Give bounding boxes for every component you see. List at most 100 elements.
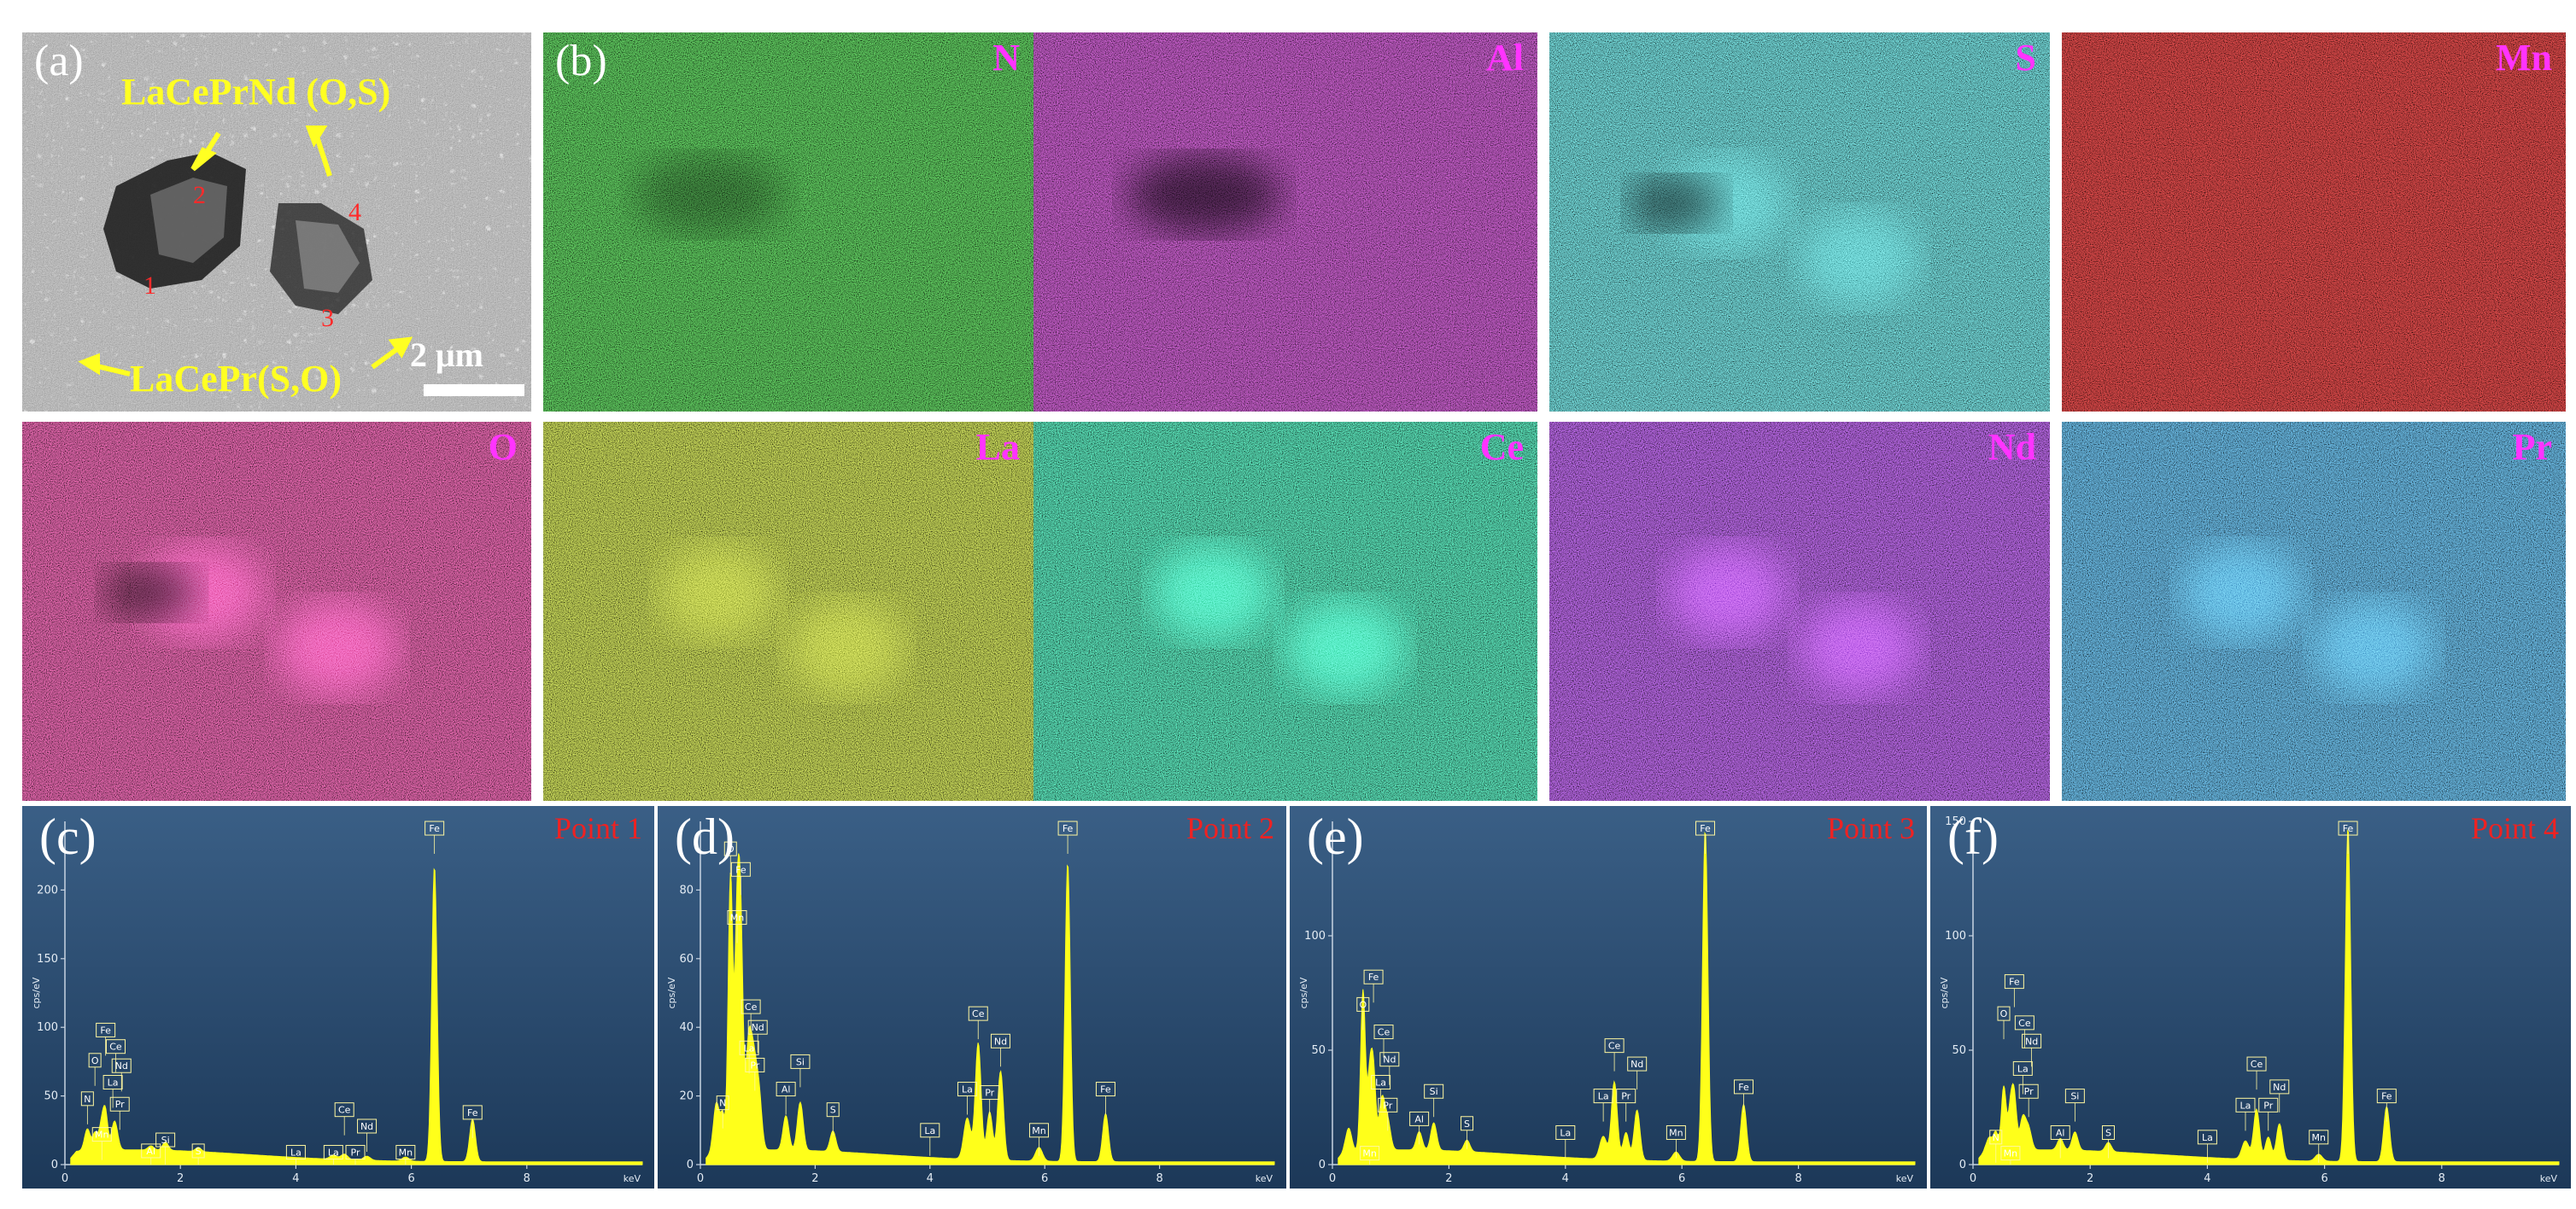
- inclusion-signal: [1668, 546, 1788, 640]
- map-s: S: [1549, 32, 2050, 412]
- sem-micrograph: [22, 32, 531, 412]
- peak-tag: Nd: [2022, 1033, 2042, 1067]
- peak-tag: Mn: [91, 1127, 112, 1160]
- svg-text:Fe: Fe: [1063, 823, 1074, 834]
- peak-tag: Pr: [2018, 1083, 2039, 1118]
- svg-text:Si: Si: [2070, 1091, 2079, 1102]
- svg-text:Pr: Pr: [351, 1148, 360, 1159]
- svg-text:Nd: Nd: [994, 1036, 1007, 1047]
- svg-text:Pr: Pr: [1383, 1100, 1392, 1111]
- inclusion-signal: [277, 601, 398, 695]
- map-image: [22, 422, 531, 801]
- x-tick-label: 6: [1041, 1172, 1048, 1185]
- y-unit-label: cps/eV: [666, 977, 677, 1008]
- panel-label: (c): [39, 809, 97, 865]
- peak-tag: Nd: [2269, 1079, 2290, 1113]
- inclusion-signal: [1153, 546, 1273, 640]
- element-label: Mn: [2496, 37, 2552, 79]
- sem-image-panel: (a) LaCePrNd (O,S) LaCePr(S,O) 1 2 3 4 2…: [22, 32, 531, 412]
- y-tick-label: 150: [37, 953, 58, 966]
- spectrum-panel-2: 0 2 4 6 8 keV 0 20 40 60 80 cps/eV O Fe Mn Ce Nd La Pr N Al S…: [658, 806, 1286, 1189]
- peak-tag: Ce: [2014, 1015, 2034, 1048]
- map-image: [1033, 422, 1537, 801]
- y-tick-label: 0: [1959, 1159, 1966, 1171]
- peak-tag: Si: [155, 1132, 176, 1165]
- svg-text:La: La: [328, 1148, 339, 1159]
- point-label: Point 4: [2470, 811, 2559, 845]
- peak-tag: Pr: [1616, 1089, 1636, 1122]
- scale-bar: [424, 384, 524, 396]
- svg-text:Mn: Mn: [95, 1130, 108, 1141]
- svg-text:Nd: Nd: [360, 1121, 373, 1132]
- peak-tag: La: [1593, 1089, 1613, 1122]
- x-tick-label: 8: [2438, 1172, 2445, 1185]
- point-marker-1: 1: [143, 272, 156, 300]
- svg-text:Nd: Nd: [1383, 1054, 1396, 1066]
- x-unit-label: keV: [1256, 1173, 1273, 1184]
- svg-text:Pr: Pr: [1621, 1091, 1630, 1102]
- y-tick-label: 150: [1945, 815, 1966, 828]
- svg-text:Fe: Fe: [1738, 1082, 1749, 1093]
- depletion-region: [1127, 156, 1281, 233]
- peak-tag: La: [2197, 1130, 2217, 1163]
- peak-tag: O: [1356, 996, 1370, 1031]
- svg-text:O: O: [91, 1055, 99, 1066]
- peak-tag: Pr: [745, 1057, 765, 1091]
- svg-text:Ce: Ce: [338, 1105, 351, 1116]
- peak-tag: Nd: [357, 1118, 378, 1152]
- panel-label: (e): [1307, 809, 1364, 865]
- x-tick-label: 2: [1445, 1172, 1452, 1185]
- peak-tag: Mn: [1666, 1124, 1686, 1159]
- element-label: Pr: [2512, 426, 2552, 468]
- x-tick-label: 2: [811, 1172, 818, 1185]
- map-n: N (b): [543, 32, 1033, 412]
- spectrum-chart: 0 2 4 6 8 keV020406080cps/eVOFeMnCeNdLaPrNAlS…: [658, 806, 1286, 1189]
- annotation-lacepnd-os: LaCePrNd (O,S): [121, 71, 391, 113]
- peak-tag: Si: [1424, 1083, 1444, 1118]
- svg-text:N: N: [1993, 1132, 1999, 1143]
- inclusion-signal: [659, 546, 776, 640]
- svg-text:La: La: [2240, 1100, 2251, 1111]
- spectrum-curve: [1338, 831, 1916, 1165]
- y-tick-label: 0: [1319, 1159, 1326, 1171]
- map-image: [1549, 422, 2050, 801]
- svg-text:N: N: [84, 1094, 91, 1105]
- svg-text:Fe: Fe: [429, 823, 440, 834]
- peak-tag: La: [102, 1075, 123, 1108]
- svg-text:Pr: Pr: [2024, 1086, 2034, 1097]
- svg-text:Mn: Mn: [399, 1148, 413, 1159]
- peak-tag: O: [723, 841, 737, 875]
- svg-text:La: La: [108, 1078, 119, 1089]
- scale-bar-label: 2 μm: [410, 336, 483, 374]
- svg-text:La: La: [1375, 1078, 1386, 1089]
- peak-tag: Fe: [1695, 821, 1715, 855]
- y-tick-label: 0: [687, 1159, 694, 1171]
- inclusion-signal: [1285, 601, 1405, 695]
- y-tick-label: 0: [51, 1159, 58, 1171]
- map-al: Al: [1033, 32, 1537, 412]
- svg-text:Pr: Pr: [750, 1060, 759, 1071]
- inclusion-signal: [1800, 212, 1919, 306]
- svg-text:Mn: Mn: [1032, 1125, 1045, 1136]
- peak-tag: Al: [141, 1143, 161, 1165]
- map-la: La: [543, 422, 1033, 801]
- peak-tag: S: [2101, 1124, 2115, 1159]
- x-tick-label: 8: [524, 1172, 530, 1185]
- svg-text:Si: Si: [796, 1056, 805, 1067]
- svg-text:Nd: Nd: [115, 1060, 128, 1072]
- svg-text:La: La: [2202, 1132, 2213, 1143]
- svg-text:Mn: Mn: [1669, 1127, 1683, 1138]
- peak-tag: S: [826, 1102, 840, 1136]
- svg-text:La: La: [1598, 1091, 1609, 1102]
- y-tick-label: 200: [37, 884, 58, 897]
- svg-text:Fe: Fe: [735, 864, 746, 875]
- peak-tag: S: [191, 1143, 205, 1165]
- peak-tag: Al: [2050, 1124, 2070, 1159]
- peak-tag: Ce: [1373, 1025, 1394, 1058]
- y-tick-label: 60: [679, 953, 694, 966]
- svg-text:Si: Si: [161, 1135, 170, 1146]
- panel-label-a: (a): [34, 37, 84, 85]
- x-tick-label: 6: [1678, 1172, 1685, 1185]
- element-label: Ce: [1479, 426, 1524, 468]
- x-unit-label: keV: [2540, 1173, 2558, 1184]
